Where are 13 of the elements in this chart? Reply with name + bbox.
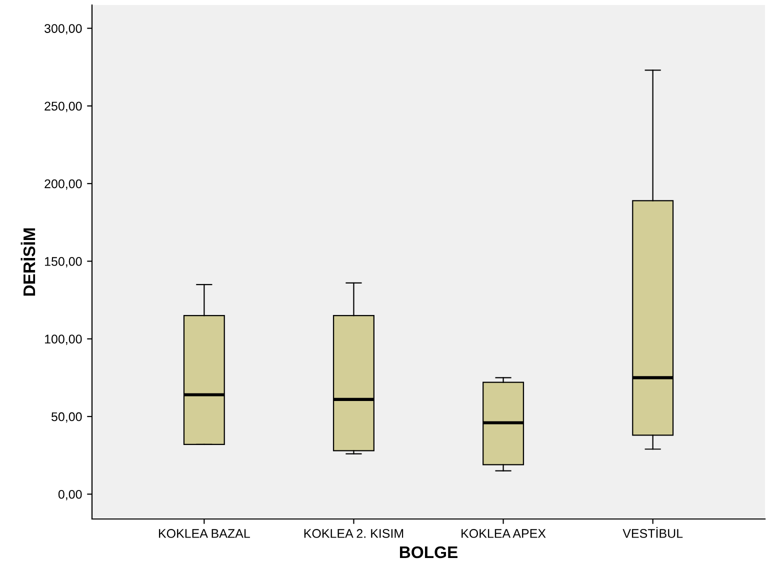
y-tick-label: 50,00 <box>52 412 82 423</box>
x-tick-label: VESTİBUL <box>622 526 683 538</box>
y-tick-label: 300,00 <box>44 24 82 34</box>
x-tick-label: KOKLEA 2. KISIM <box>304 529 404 538</box>
y-tick-label: 150,00 <box>45 257 82 268</box>
y-tick-label: 250,00 <box>44 102 82 112</box>
y-tick-label: 0,00 <box>58 490 82 500</box>
x-tick-label: KOKLEA BAZAL <box>158 529 250 538</box>
x-axis-title: BOLGE <box>400 546 458 558</box>
y-tick-label: 100,00 <box>45 334 82 345</box>
y-tick-label: 200,00 <box>44 179 82 190</box>
x-tick-label: KOKLEA APEX <box>462 529 546 538</box>
y-axis-title: DERİSİM <box>20 228 36 296</box>
